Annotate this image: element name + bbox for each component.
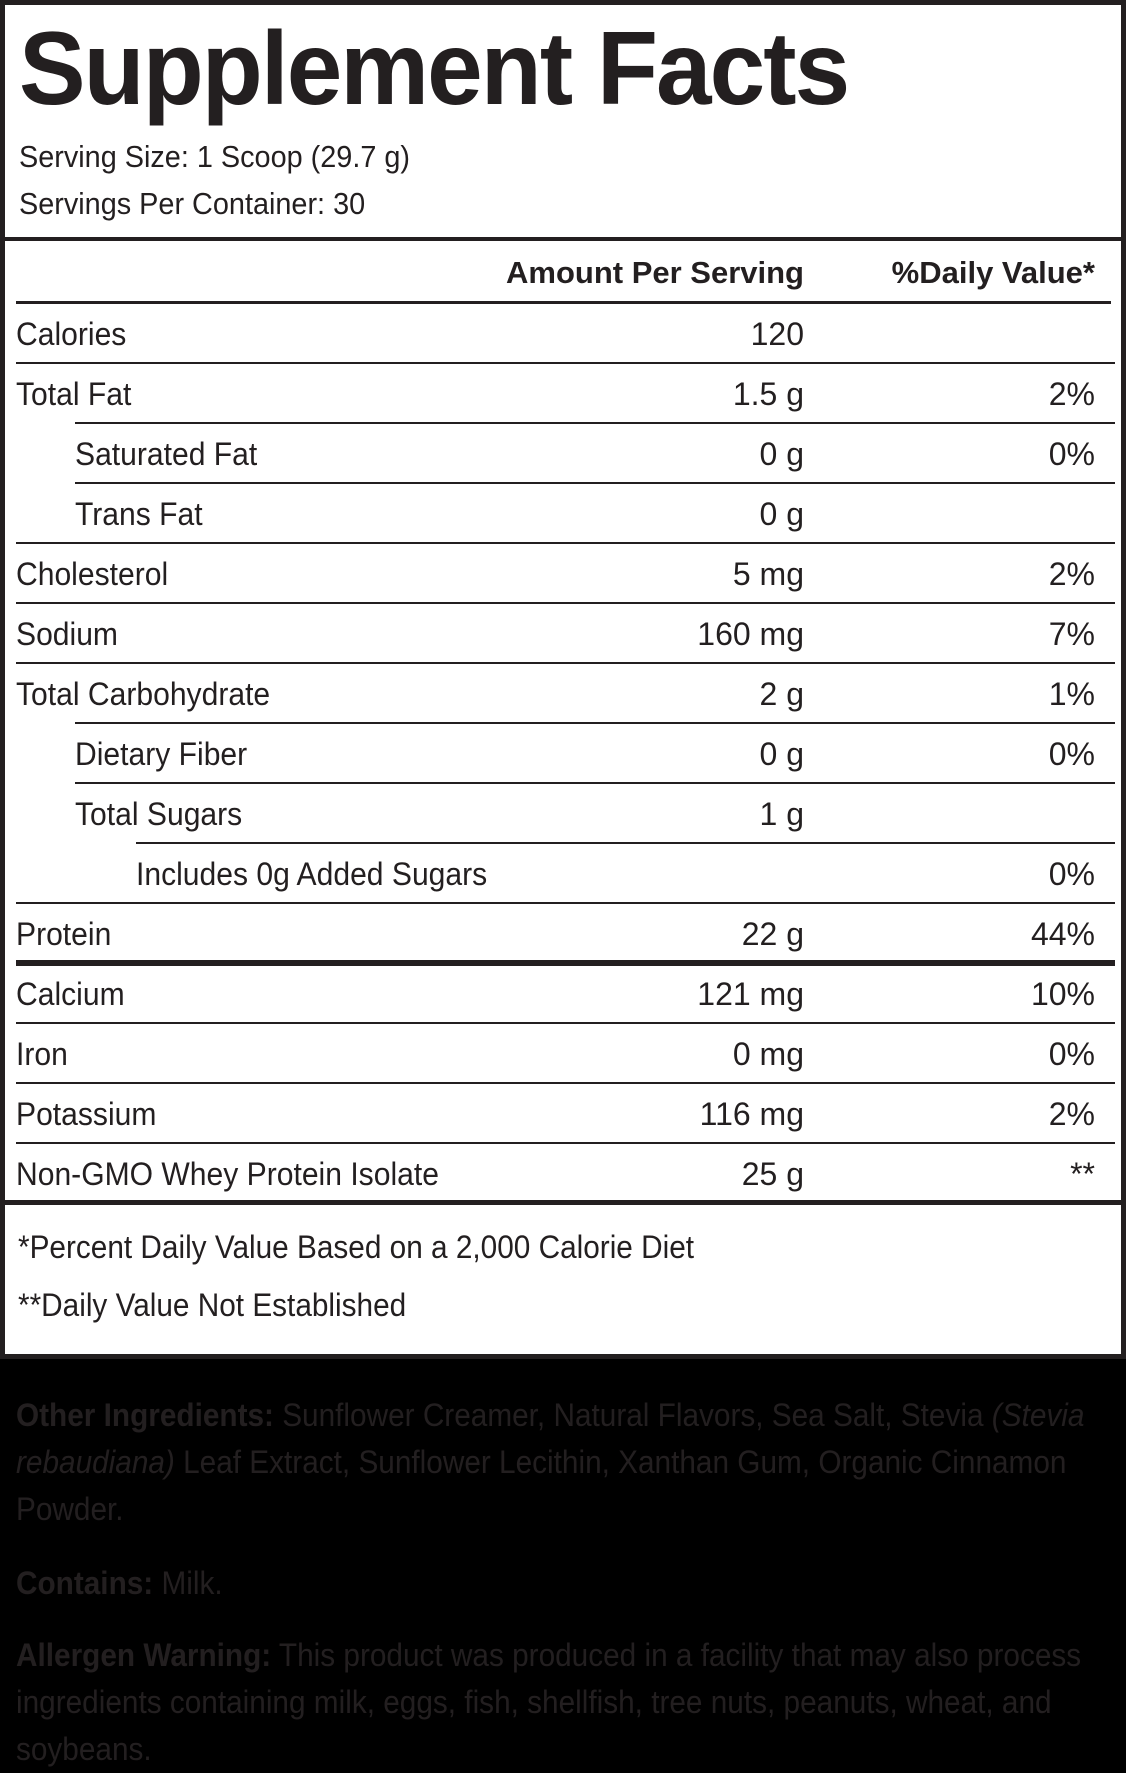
- row-divider: [16, 662, 1115, 664]
- nutrient-amount: 116 mg: [699, 1096, 804, 1132]
- nutrient-daily-value: 1%: [1048, 676, 1095, 712]
- other-ingredients-italic: (Stevia rebaudiana): [16, 1397, 1085, 1480]
- nutrient-daily-value: 2%: [1048, 1096, 1095, 1132]
- nutrient-amount: 160 mg: [697, 616, 804, 652]
- nutrient-amount: 121 mg: [697, 976, 804, 1012]
- nutrient-name: Protein: [16, 916, 112, 952]
- allergen-label: Allergen Warning:: [16, 1637, 272, 1673]
- other-ingredients: Other Ingredients: Sunflower Creamer, Na…: [16, 1392, 1104, 1533]
- allergen-text: This product was produced in a facility …: [16, 1637, 1082, 1767]
- nutrient-amount: 0 mg: [732, 1036, 804, 1072]
- row-divider: [75, 782, 1115, 784]
- nutrient-name: Non-GMO Whey Protein Isolate: [16, 1156, 439, 1192]
- nutrient-daily-value: 0%: [1048, 736, 1095, 772]
- row-divider: [136, 842, 1115, 844]
- row-divider: [16, 542, 1115, 544]
- footnote-divider: [5, 1200, 1121, 1205]
- nutrient-name: Saturated Fat: [75, 436, 258, 472]
- nutrient-name: Total Sugars: [75, 796, 243, 832]
- nutrient-name: Calories: [16, 316, 127, 352]
- nutrient-name: Dietary Fiber: [75, 736, 248, 772]
- nutrient-table: Calories 120 Total Fat 1.5 g 2% Saturated Fat…: [5, 304, 1121, 1204]
- contains-label: Contains:: [16, 1565, 154, 1601]
- column-header-daily-value: %Daily Value*: [891, 255, 1095, 290]
- table-row: Calories 120: [5, 304, 1121, 364]
- nutrient-daily-value: 0%: [1048, 1036, 1095, 1072]
- other-ingredients-label: Other Ingredients:: [16, 1397, 274, 1433]
- other-ingredients-text-1: Sunflower Creamer, Natural Flavors, Sea …: [273, 1397, 992, 1433]
- servings-per-container: Servings Per Container: 30: [19, 186, 366, 221]
- nutrient-name: Sodium: [16, 616, 118, 652]
- nutrient-name: Trans Fat: [75, 496, 203, 532]
- row-divider: [75, 482, 1115, 484]
- nutrient-daily-value: 0%: [1048, 436, 1095, 472]
- nutrient-daily-value: 0%: [1048, 856, 1095, 892]
- table-row: Saturated Fat 0 g 0%: [5, 424, 1121, 484]
- table-row: Total Carbohydrate 2 g 1%: [5, 664, 1121, 724]
- table-row: Protein 22 g 44%: [5, 904, 1121, 966]
- nutrient-daily-value: 2%: [1048, 376, 1095, 412]
- table-row: Total Fat 1.5 g 2%: [5, 364, 1121, 424]
- table-row: Includes 0g Added Sugars 0%: [5, 844, 1121, 904]
- nutrient-amount: 120: [750, 316, 804, 352]
- table-row: Potassium 116 mg 2%: [5, 1084, 1121, 1144]
- nutrient-name: Cholesterol: [16, 556, 169, 592]
- nutrient-amount: 1.5 g: [732, 376, 804, 412]
- column-header-amount: Amount Per Serving: [506, 255, 804, 290]
- row-divider: [16, 602, 1115, 604]
- nutrient-amount: 2 g: [759, 676, 804, 712]
- other-ingredients-text-2: Leaf Extract, Sunflower Lecithin, Xantha…: [16, 1444, 1067, 1527]
- header-divider: [5, 237, 1121, 241]
- nutrient-amount: 5 mg: [732, 556, 804, 592]
- nutrient-name: Includes 0g Added Sugars: [136, 856, 488, 892]
- table-row: Sodium 160 mg 7%: [5, 604, 1121, 664]
- footnote-not-established: **Daily Value Not Established: [18, 1287, 407, 1323]
- row-divider: [16, 1082, 1115, 1084]
- nutrient-amount: 22 g: [741, 916, 804, 952]
- nutrient-name: Calcium: [16, 976, 125, 1012]
- nutrient-amount: 0 g: [759, 436, 804, 472]
- nutrient-daily-value: 44%: [1030, 916, 1095, 952]
- table-row: Calcium 121 mg 10%: [5, 964, 1121, 1024]
- table-row: Total Sugars 1 g: [5, 784, 1121, 844]
- serving-size: Serving Size: 1 Scoop (29.7 g): [19, 139, 411, 174]
- row-divider: [16, 902, 1115, 904]
- table-row: Non-GMO Whey Protein Isolate 25 g **: [5, 1144, 1121, 1204]
- allergen-warning: Allergen Warning: This product was produ…: [16, 1632, 1104, 1773]
- nutrient-daily-value: 7%: [1048, 616, 1095, 652]
- contains-text: Milk.: [153, 1565, 223, 1601]
- nutrient-daily-value: 10%: [1030, 976, 1095, 1012]
- nutrient-daily-value: **: [1070, 1156, 1095, 1192]
- nutrient-name: Total Carbohydrate: [16, 676, 271, 712]
- nutrient-amount: 1 g: [759, 796, 804, 832]
- nutrient-daily-value: 2%: [1048, 556, 1095, 592]
- footnote-percent-dv: *Percent Daily Value Based on a 2,000 Ca…: [18, 1229, 695, 1265]
- row-divider: [16, 1022, 1115, 1024]
- nutrient-amount: 0 g: [759, 496, 804, 532]
- row-divider: [16, 362, 1115, 364]
- row-divider: [16, 960, 1115, 966]
- supplement-facts-panel: Supplement Facts Serving Size: 1 Scoop (…: [0, 0, 1126, 1359]
- nutrient-amount: 25 g: [741, 1156, 804, 1192]
- nutrient-name: Iron: [16, 1036, 68, 1072]
- column-header-divider: [16, 301, 1111, 304]
- row-divider: [75, 422, 1115, 424]
- table-row: Cholesterol 5 mg 2%: [5, 544, 1121, 604]
- panel-title: Supplement Facts: [19, 11, 850, 127]
- nutrient-name: Potassium: [16, 1096, 157, 1132]
- row-divider: [75, 722, 1115, 724]
- row-divider: [16, 1142, 1115, 1144]
- table-row: Trans Fat 0 g: [5, 484, 1121, 544]
- nutrient-amount: 0 g: [759, 736, 804, 772]
- contains-statement: Contains: Milk.: [16, 1560, 1104, 1607]
- nutrient-name: Total Fat: [16, 376, 132, 412]
- table-row: Dietary Fiber 0 g 0%: [5, 724, 1121, 784]
- table-row: Iron 0 mg 0%: [5, 1024, 1121, 1084]
